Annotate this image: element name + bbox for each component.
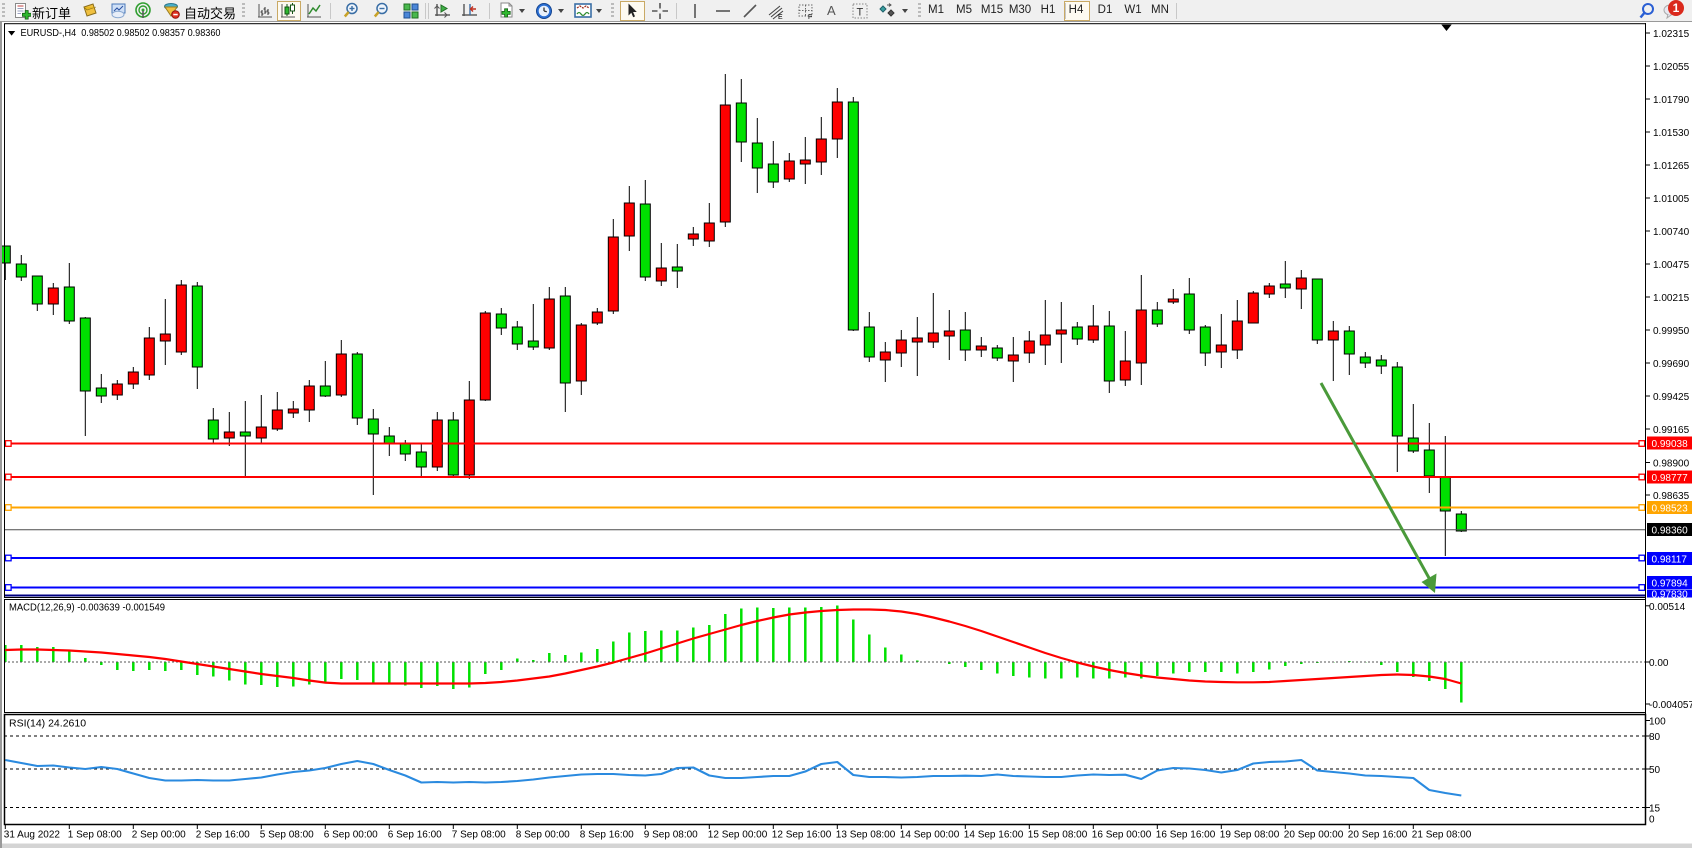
svg-text:F: F bbox=[808, 14, 812, 20]
svg-text:-0.004057: -0.004057 bbox=[1649, 700, 1692, 711]
svg-text:13 Sep 08:00: 13 Sep 08:00 bbox=[836, 830, 896, 841]
svg-text:6 Sep 16:00: 6 Sep 16:00 bbox=[388, 830, 442, 841]
svg-text:8 Sep 16:00: 8 Sep 16:00 bbox=[580, 830, 634, 841]
svg-text:12 Sep 00:00: 12 Sep 00:00 bbox=[708, 830, 768, 841]
svg-text:1.01530: 1.01530 bbox=[1653, 128, 1690, 139]
svg-text:80: 80 bbox=[1649, 732, 1661, 743]
svg-text:0.00: 0.00 bbox=[1649, 658, 1669, 669]
svg-text:MACD(12,26,9) -0.003639 -0.001: MACD(12,26,9) -0.003639 -0.001549 bbox=[9, 602, 165, 614]
svg-text:100: 100 bbox=[1649, 717, 1666, 728]
svg-text:2 Sep 00:00: 2 Sep 00:00 bbox=[132, 830, 186, 841]
svg-text:50: 50 bbox=[1649, 765, 1661, 776]
svg-text:21 Sep 08:00: 21 Sep 08:00 bbox=[1412, 830, 1472, 841]
svg-text:0.98523: 0.98523 bbox=[1652, 504, 1689, 515]
svg-text:1.02315: 1.02315 bbox=[1653, 29, 1690, 40]
svg-text:0.98900: 0.98900 bbox=[1653, 459, 1690, 470]
svg-text:0: 0 bbox=[1649, 815, 1655, 826]
svg-text:T: T bbox=[857, 7, 864, 19]
svg-text:2 Sep 16:00: 2 Sep 16:00 bbox=[196, 830, 250, 841]
svg-text:15: 15 bbox=[1649, 804, 1661, 815]
svg-text:6 Sep 00:00: 6 Sep 00:00 bbox=[324, 830, 378, 841]
svg-text:7 Sep 08:00: 7 Sep 08:00 bbox=[452, 830, 506, 841]
svg-text:EURUSD-,H4 0.98502 0.98502 0.: EURUSD-,H4 0.98502 0.98502 0.98357 0.983… bbox=[21, 28, 221, 39]
svg-text:0.99165: 0.99165 bbox=[1653, 425, 1690, 436]
svg-text:0.99038: 0.99038 bbox=[1652, 439, 1689, 450]
svg-text:19 Sep 08:00: 19 Sep 08:00 bbox=[1220, 830, 1280, 841]
svg-text:1.00740: 1.00740 bbox=[1653, 227, 1690, 238]
svg-text:1.02055: 1.02055 bbox=[1653, 62, 1690, 73]
svg-text:0.98360: 0.98360 bbox=[1652, 526, 1689, 537]
svg-text:15 Sep 08:00: 15 Sep 08:00 bbox=[1028, 830, 1088, 841]
svg-text:0.98117: 0.98117 bbox=[1652, 555, 1688, 566]
svg-text:14 Sep 00:00: 14 Sep 00:00 bbox=[900, 830, 960, 841]
svg-text:8 Sep 00:00: 8 Sep 00:00 bbox=[516, 830, 570, 841]
svg-text:1.01005: 1.01005 bbox=[1653, 194, 1690, 205]
svg-text:1.01790: 1.01790 bbox=[1653, 95, 1690, 106]
svg-text:E: E bbox=[778, 14, 783, 20]
svg-text:5 Sep 08:00: 5 Sep 08:00 bbox=[260, 830, 314, 841]
svg-text:12 Sep 16:00: 12 Sep 16:00 bbox=[772, 830, 832, 841]
svg-text:1 Sep 08:00: 1 Sep 08:00 bbox=[68, 830, 122, 841]
svg-text:0.99950: 0.99950 bbox=[1653, 326, 1690, 337]
svg-text:31 Aug 2022: 31 Aug 2022 bbox=[4, 830, 61, 841]
svg-text:14 Sep 16:00: 14 Sep 16:00 bbox=[964, 830, 1024, 841]
svg-text:16 Sep 00:00: 16 Sep 00:00 bbox=[1092, 830, 1152, 841]
svg-text:0.97830: 0.97830 bbox=[1652, 590, 1689, 601]
svg-text:0.00514: 0.00514 bbox=[1649, 602, 1686, 613]
svg-text:RSI(14) 24.2610: RSI(14) 24.2610 bbox=[9, 718, 86, 730]
svg-text:20 Sep 00:00: 20 Sep 00:00 bbox=[1284, 830, 1344, 841]
svg-text:1.00215: 1.00215 bbox=[1653, 293, 1690, 304]
svg-text:16 Sep 16:00: 16 Sep 16:00 bbox=[1156, 830, 1216, 841]
svg-text:0.97894: 0.97894 bbox=[1652, 579, 1689, 590]
svg-text:0.99425: 0.99425 bbox=[1653, 392, 1690, 403]
svg-text:9 Sep 08:00: 9 Sep 08:00 bbox=[644, 830, 698, 841]
svg-text:0.98777: 0.98777 bbox=[1652, 473, 1689, 484]
svg-text:0.98635: 0.98635 bbox=[1653, 491, 1690, 502]
svg-text:20 Sep 16:00: 20 Sep 16:00 bbox=[1348, 830, 1408, 841]
svg-text:1.01265: 1.01265 bbox=[1653, 161, 1690, 172]
svg-text:0.99690: 0.99690 bbox=[1653, 359, 1690, 370]
svg-text:1.00475: 1.00475 bbox=[1653, 260, 1690, 271]
